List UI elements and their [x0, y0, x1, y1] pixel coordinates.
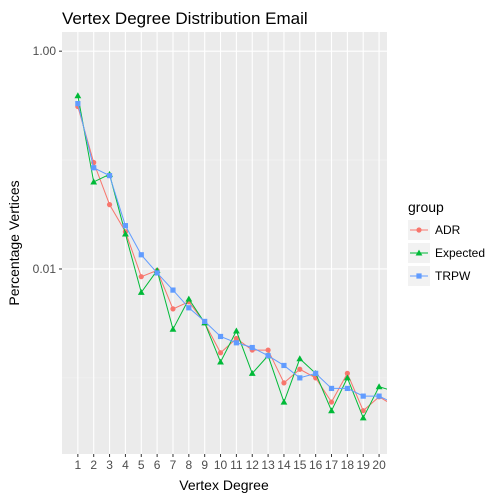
data-point-trpw [170, 287, 176, 293]
data-point-trpw [202, 318, 208, 325]
data-point-expected [74, 92, 82, 99]
legend-item-trpw: TRPW [408, 266, 471, 286]
data-point-trpw [233, 340, 239, 346]
data-point-trpw [122, 223, 129, 229]
x-tick-label: 17 [325, 458, 339, 472]
x-tick-label: 9 [201, 458, 208, 472]
data-point-trpw [360, 393, 366, 399]
data-point-expected [232, 327, 240, 334]
data-point-expected [185, 295, 193, 302]
x-tick-label: 6 [154, 458, 161, 472]
x-tick-label: 7 [170, 458, 177, 472]
x-tick-label: 3 [106, 458, 113, 472]
data-point-adr [360, 408, 366, 414]
data-point-expected [343, 374, 351, 381]
x-tick-label: 5 [138, 458, 145, 472]
data-point-trpw [265, 353, 271, 359]
x-tick-label: 12 [246, 458, 260, 472]
series-trpw [75, 101, 387, 401]
legend-key-marker [416, 227, 422, 233]
data-point-adr [328, 399, 335, 405]
data-point-expected [375, 383, 383, 390]
data-point-trpw [75, 101, 81, 107]
y-axis-title: Percentage Vertices [6, 180, 22, 305]
data-point-trpw [249, 344, 255, 351]
data-point-expected [296, 355, 304, 362]
data-point-trpw [376, 393, 382, 399]
x-tick-label: 14 [277, 458, 291, 472]
x-axis: 1 2 3 4 5 6 7 8 9 10 11 12 13 14 15 16 17 18 19 20 [75, 454, 386, 472]
data-point-adr [106, 202, 113, 208]
x-tick-label: 4 [122, 458, 129, 472]
data-point-adr [297, 366, 303, 372]
legend-title: group [408, 199, 444, 215]
x-tick-label: 1 [75, 458, 82, 472]
data-point-expected [169, 325, 177, 332]
legend-item-expected: Expected [408, 243, 485, 263]
data-point-trpw [186, 305, 192, 311]
y-tick-label: 0.01 [33, 262, 57, 276]
chart-title: Vertex Degree Distribution Email [62, 9, 308, 28]
data-point-trpw [297, 375, 303, 381]
legend-key-marker [416, 273, 422, 279]
x-tick-label: 10 [214, 458, 228, 472]
x-tick-label: 16 [309, 458, 323, 472]
data-point-expected [280, 398, 288, 405]
data-point-adr [281, 380, 287, 386]
data-point-adr [138, 274, 144, 280]
legend-label: Expected [435, 246, 485, 260]
data-point-trpw [217, 333, 224, 340]
data-point-adr [344, 370, 350, 376]
x-tick-label: 15 [293, 458, 307, 472]
x-tick-label: 18 [341, 458, 355, 472]
data-point-expected [359, 414, 367, 421]
data-point-adr [217, 350, 224, 356]
legend-key-marker [415, 249, 423, 256]
series-layer [74, 92, 387, 421]
data-point-trpw [328, 385, 335, 392]
grid-lines [62, 32, 387, 454]
x-tick-label: 8 [185, 458, 192, 472]
data-point-trpw [313, 370, 319, 376]
data-point-trpw [138, 252, 144, 258]
data-point-expected [217, 358, 224, 365]
x-axis-title: Vertex Degree [179, 477, 269, 493]
legend-label: TRPW [435, 269, 471, 283]
legend-item-adr: ADR [408, 220, 461, 240]
data-point-expected [90, 178, 98, 185]
data-point-trpw [281, 362, 287, 369]
data-point-trpw [154, 270, 160, 276]
x-tick-label: 11 [230, 458, 243, 472]
data-point-expected [248, 369, 256, 376]
data-point-adr [265, 347, 271, 353]
y-axis: 1.00 0.01 [33, 44, 62, 276]
plot-panel [62, 32, 387, 454]
legend-label: ADR [435, 223, 461, 237]
x-tick-label: 2 [90, 458, 97, 472]
data-point-expected [328, 407, 335, 414]
data-point-trpw [344, 385, 350, 392]
x-tick-label: 13 [261, 458, 275, 472]
data-point-expected [122, 230, 129, 237]
x-tick-label: 19 [357, 458, 371, 472]
data-point-adr [170, 306, 176, 312]
legend: group ADR Expected TRPW [408, 199, 485, 286]
data-point-trpw [106, 173, 113, 179]
data-point-trpw [91, 165, 97, 171]
data-point-adr [233, 335, 239, 342]
data-point-expected [137, 288, 145, 295]
y-tick-label: 1.00 [33, 44, 57, 58]
x-tick-label: 20 [372, 458, 386, 472]
